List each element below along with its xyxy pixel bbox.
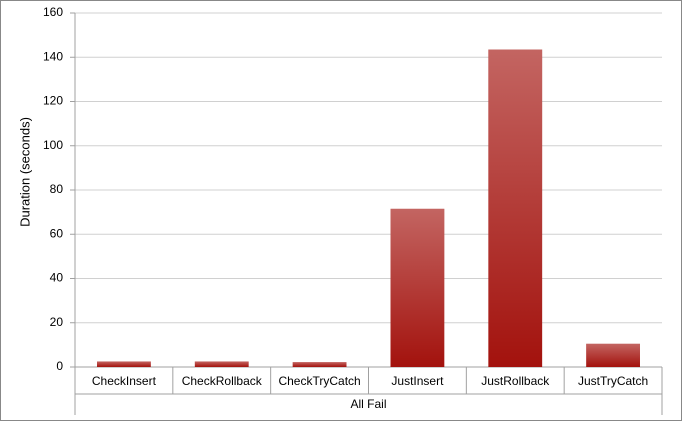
y-tick-label: 160 [43,5,63,19]
bar-shine [488,49,543,367]
bar-shine [97,361,151,367]
bar-shine [390,208,445,367]
x-tick-label: JustTryCatch [578,374,648,388]
x-tick-label: JustRollback [481,374,550,388]
x-tick-label: CheckRollback [182,374,263,388]
y-tick-label: 140 [43,49,63,63]
x-tick-label: CheckTryCatch [278,374,360,388]
y-tick-label: 0 [56,359,63,373]
y-tick-label: 80 [50,182,64,196]
y-tick-label: 20 [50,315,64,329]
x-tick-label: JustInsert [391,374,444,388]
y-axis-title: Duration (seconds) [17,117,32,227]
y-tick-label: 60 [50,226,64,240]
x-group-label: All Fail [350,397,386,411]
y-tick-label: 100 [43,138,63,152]
y-tick-label: 120 [43,94,63,108]
bar-shine [586,343,640,367]
x-tick-label: CheckInsert [92,374,157,388]
bar-shine [292,362,347,367]
bar-shine [194,361,249,367]
y-tick-label: 40 [50,271,64,285]
